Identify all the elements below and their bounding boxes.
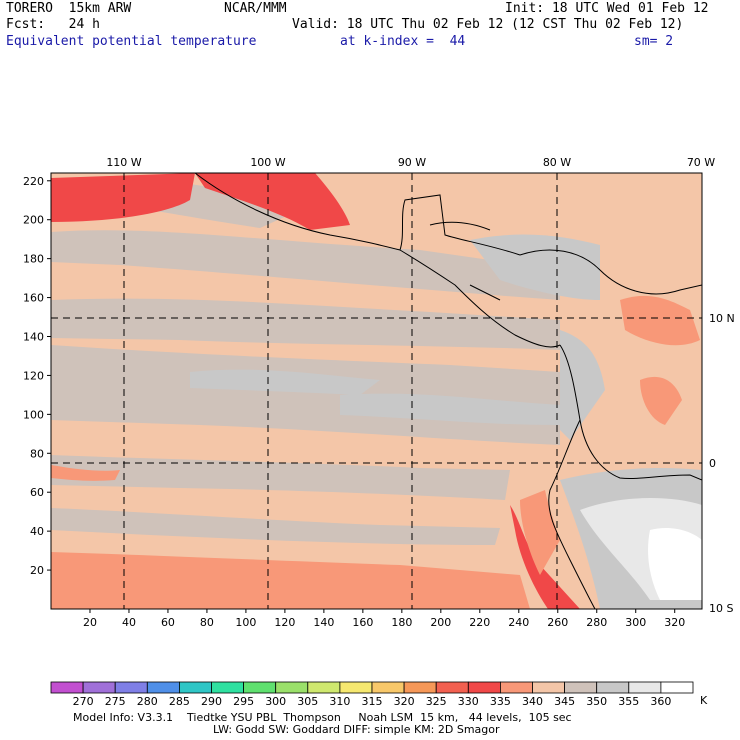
forecast-hour: Fcst: 24 h <box>6 17 100 32</box>
coastlines <box>194 173 702 609</box>
colorbar-swatch <box>564 681 598 694</box>
colorbar-label: 310 <box>329 695 350 708</box>
x-tick-label: 80 <box>200 616 214 629</box>
x-tick-label: 160 <box>352 616 373 629</box>
colorbar-label: 315 <box>362 695 383 708</box>
colorbar-label: 295 <box>233 695 254 708</box>
x-tick-label: 200 <box>430 616 451 629</box>
lat-label-0: 0 <box>709 457 716 470</box>
lat-label-10n: 10 N <box>709 312 735 325</box>
colorbar-swatch <box>371 681 405 694</box>
colorbar-swatch <box>178 681 212 694</box>
x-tick-label: 140 <box>313 616 334 629</box>
x-tick-label: 20 <box>83 616 97 629</box>
level-label: at k-index = 44 <box>340 34 466 49</box>
y-tick-label: 140 <box>23 331 44 344</box>
colorbar-label: 320 <box>394 695 415 708</box>
colorbar-swatch <box>275 681 309 694</box>
x-tick-label: 120 <box>274 616 295 629</box>
y-tick-label: 100 <box>23 408 44 421</box>
x-tick-label: 260 <box>547 616 568 629</box>
y-tick-label: 80 <box>30 447 44 460</box>
y-tick-label: 220 <box>23 175 44 188</box>
colorbar-label: 330 <box>458 695 479 708</box>
x-tick-label: 40 <box>122 616 136 629</box>
lon-label-70w: 70 W <box>687 156 715 169</box>
x-tick-label: 300 <box>625 616 646 629</box>
y-tick-label: 200 <box>23 214 44 227</box>
colorbar-swatch <box>114 681 148 694</box>
colorbar-swatch <box>499 681 533 694</box>
colorbar-swatch <box>146 681 180 694</box>
colorbar-label: 285 <box>169 695 190 708</box>
plot-frame <box>50 172 703 610</box>
init-time: Init: 18 UTC Wed 01 Feb 12 <box>505 1 709 16</box>
smoothing-label: sm= 2 <box>634 34 674 49</box>
lon-label-90w: 90 W <box>398 156 426 169</box>
colorbar-label: 270 <box>73 695 94 708</box>
model-info-line2: LW: Godd SW: Goddard DIFF: simple KM: 2D… <box>213 723 500 736</box>
colorbar-label: 345 <box>554 695 575 708</box>
theta-e-field <box>51 173 702 609</box>
colorbar-swatch <box>82 681 116 694</box>
colorbar-label: 300 <box>265 695 286 708</box>
organization-label: NCAR/MMM <box>224 1 287 16</box>
x-tick-label: 240 <box>508 616 529 629</box>
y-tick-label: 20 <box>30 564 44 577</box>
x-tick-label: 180 <box>391 616 412 629</box>
colorbar-swatch <box>660 681 694 694</box>
lon-label-100w: 100 W <box>250 156 285 169</box>
colorbar-label: 325 <box>426 695 447 708</box>
colorbar-swatch <box>596 681 630 694</box>
colorbar-swatch <box>467 681 501 694</box>
colorbar-swatch <box>50 681 84 694</box>
colorbar-label: 305 <box>297 695 318 708</box>
field-name: Equivalent potential temperature <box>6 34 257 49</box>
colorbar-swatch <box>435 681 469 694</box>
lon-label-110w: 110 W <box>106 156 141 169</box>
colorbar-swatch <box>211 681 244 694</box>
x-tick-label: 100 <box>235 616 256 629</box>
x-tick-label: 60 <box>161 616 175 629</box>
y-tick-label: 120 <box>23 369 44 382</box>
valid-time: Valid: 18 UTC Thu 02 Feb 12 (12 CST Thu … <box>292 17 684 32</box>
x-tick-label: 320 <box>664 616 685 629</box>
colorbar-swatch <box>339 681 373 694</box>
colorbar-swatch <box>532 681 565 694</box>
graticule <box>51 173 702 609</box>
colorbar-label: 335 <box>490 695 511 708</box>
colorbar-swatch <box>307 681 341 694</box>
lat-label-10s: 10 S <box>709 602 733 615</box>
x-tick-label: 220 <box>469 616 490 629</box>
colorbar-label: 355 <box>618 695 639 708</box>
colorbar: 270 275 280 285 290 295 300 305 310 315 320 325 330 3… <box>50 681 694 708</box>
model-info-line1: Model Info: V3.3.1 Tiedtke YSU PBL Thomp… <box>73 711 572 724</box>
axis-ticks: 20 40 60 80 100 120 140 160 180 200 220 20 40 60 80 100… <box>23 175 685 629</box>
colorbar-label: 360 <box>650 695 671 708</box>
colorbar-unit: K <box>700 694 708 707</box>
colorbar-swatch <box>243 681 277 694</box>
y-tick-label: 60 <box>30 486 44 499</box>
y-tick-label: 180 <box>23 253 44 266</box>
y-tick-label: 40 <box>30 525 44 538</box>
colorbar-swatch <box>628 681 662 694</box>
lon-label-80w: 80 W <box>543 156 571 169</box>
y-tick-label: 160 <box>23 292 44 305</box>
colorbar-swatch <box>403 681 437 694</box>
colorbar-label: 340 <box>522 695 543 708</box>
colorbar-label: 280 <box>137 695 158 708</box>
colorbar-label: 350 <box>586 695 607 708</box>
x-tick-label: 280 <box>586 616 607 629</box>
colorbar-label: 275 <box>105 695 126 708</box>
colorbar-label: 290 <box>201 695 222 708</box>
model-title: TORERO 15km ARW <box>6 1 132 16</box>
